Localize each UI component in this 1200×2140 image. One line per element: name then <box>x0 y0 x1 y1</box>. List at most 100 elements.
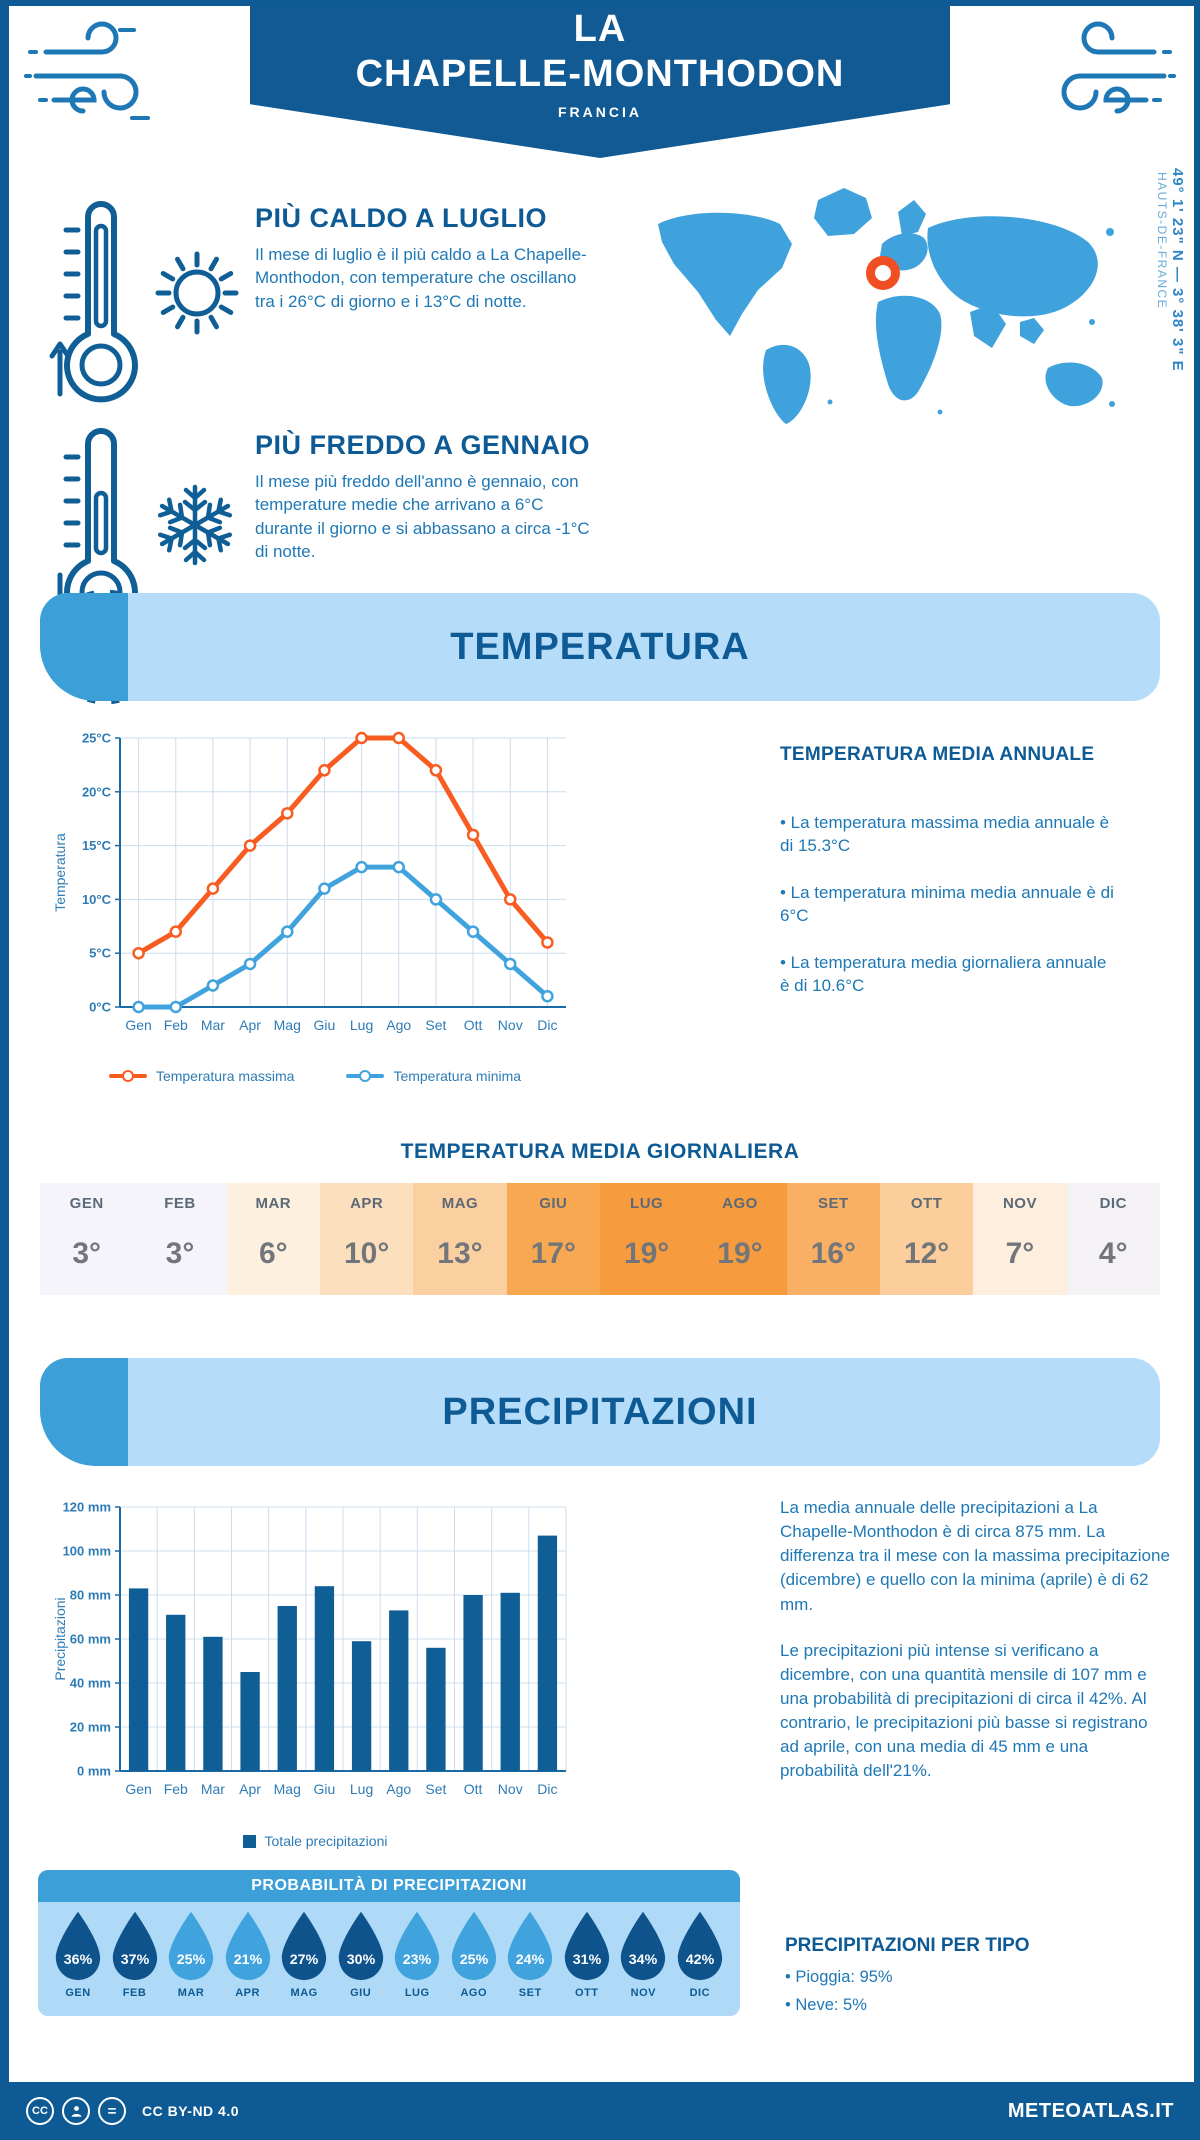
location-marker <box>866 256 900 290</box>
water-drop-icon: 23% <box>395 1911 440 1981</box>
table-month-label: LUG <box>630 1195 664 1212</box>
water-drop-icon: 25% <box>168 1911 214 1981</box>
thermometer-up-icon <box>49 201 138 403</box>
svg-text:24%: 24% <box>516 1952 545 1968</box>
coordinates-text: 49° 1' 23" N — 3° 38' 3" E <box>1169 168 1186 372</box>
table-month-label: OTT <box>910 1195 943 1212</box>
temperature-chart: 0°C 5°C 10°C 15°C 20°C 25°C Gen Feb Mar Apr Mag Giu… <box>52 731 566 1033</box>
svg-text:Mar: Mar <box>201 1781 225 1797</box>
precipitation-type-title: PRECIPITAZIONI PER TIPO <box>785 1935 1030 1956</box>
svg-text:60 mm: 60 mm <box>70 1632 111 1647</box>
droplet-month-label: DIC <box>689 1987 711 1999</box>
svg-text:Nov: Nov <box>498 1017 523 1033</box>
svg-text:80 mm: 80 mm <box>70 1588 111 1603</box>
svg-text:Gen: Gen <box>125 1017 151 1033</box>
precipitation-type-items: • Pioggia: 95% • Neve: 5% <box>785 1968 893 2015</box>
svg-text:Dic: Dic <box>537 1017 557 1033</box>
table-month-label: AGO <box>722 1195 758 1212</box>
water-drop-icon: 25% <box>451 1911 496 1981</box>
probability-droplet: 31% OTT <box>561 1910 613 1999</box>
probability-droplets: 36% GEN 37% FEB 25% MAR 21% APR 27% MAG 30% GIU 23% L… <box>38 1902 740 1999</box>
table-month-label: NOV <box>1002 1195 1037 1212</box>
table-column: GIU 17° <box>506 1183 600 1295</box>
page-title-line1: LA <box>573 8 627 50</box>
location-coordinates: 49° 1' 23" N — 3° 38' 3" E HAUTS-DE-FRAN… <box>1155 168 1186 458</box>
droplet-month-label: SET <box>518 1987 542 1999</box>
probability-droplet: 27% MAG <box>278 1910 330 1999</box>
sun-icon <box>150 246 245 341</box>
svg-text:34%: 34% <box>629 1952 658 1968</box>
table-month-label: GIU <box>539 1195 568 1212</box>
table-column: LUG 19° <box>599 1183 694 1295</box>
header-banner: LA CHAPELLE-MONTHODON FRANCIA <box>250 0 950 158</box>
daily-temperature-table: GEN 3° FEB 3° MAR 6° APR 10° MAG 13° GIU 17° LUG 19° A… <box>40 1183 1160 1295</box>
precipitation-type-item: • Neve: 5% <box>785 1996 867 2014</box>
table-temperature-value: 3° <box>165 1236 195 1270</box>
table-month-label: FEB <box>164 1195 196 1212</box>
svg-text:Apr: Apr <box>239 1017 261 1033</box>
temperature-banner: TEMPERATURA <box>40 593 1160 701</box>
table-column: GEN 3° <box>40 1183 134 1295</box>
table-temperature-value: 7° <box>1005 1236 1035 1270</box>
warm-section-title: PIÙ CALDO A LUGLIO <box>255 203 547 233</box>
wind-icon <box>24 21 150 120</box>
probability-droplet: 21% APR <box>222 1910 274 1999</box>
table-month-label: APR <box>350 1195 384 1212</box>
table-temperature-value: 12° <box>903 1236 950 1270</box>
legend-item: Temperatura massima <box>108 1068 294 1084</box>
legend-item: Temperatura minima <box>346 1068 521 1084</box>
droplet-month-label: LUG <box>404 1987 430 1999</box>
svg-text:Set: Set <box>425 1017 446 1033</box>
droplet-month-label: FEB <box>122 1987 147 1999</box>
cold-section-text: Il mese più freddo dell'anno è gennaio, … <box>255 472 590 562</box>
legend-item: Totale precipitazioni <box>242 1833 387 1849</box>
table-column: APR 10° <box>319 1183 414 1295</box>
probability-title: PROBABILITÀ DI PRECIPITAZIONI <box>38 1870 740 1902</box>
table-column: AGO 19° <box>693 1183 787 1295</box>
temperature-section-title: TEMPERATURA <box>450 625 750 668</box>
page-title-line2: CHAPELLE-MONTHODON <box>355 53 845 95</box>
water-drop-icon: 30% <box>338 1911 383 1981</box>
svg-text:Ago: Ago <box>386 1781 411 1797</box>
svg-text:Set: Set <box>425 1781 446 1797</box>
probability-droplet: 25% MAR <box>165 1910 217 1999</box>
water-drop-icon: 31% <box>564 1911 609 1981</box>
annual-bullet: • La temperatura massima media annuale è… <box>780 813 1110 855</box>
table-temperature-value: 6° <box>258 1236 288 1270</box>
table-temperature-value: 17° <box>530 1236 576 1270</box>
annual-bullet: • La temperatura media giornaliera annua… <box>780 952 1107 995</box>
probability-body: 36% GEN 37% FEB 25% MAR 21% APR 27% MAG 30% GIU 23% L… <box>38 1902 740 2016</box>
table-temperature-value: 16° <box>810 1236 856 1270</box>
table-month-label: MAR <box>255 1195 292 1212</box>
precipitation-probability-panel: PROBABILITÀ DI PRECIPITAZIONI 36% GEN 37% F… <box>38 1870 740 2016</box>
droplet-month-label: OTT <box>575 1987 599 1999</box>
equals-icon: = <box>98 2097 126 2125</box>
svg-text:Nov: Nov <box>498 1781 523 1797</box>
table-column: DIC 4° <box>1066 1183 1160 1295</box>
svg-text:Giu: Giu <box>314 1017 336 1033</box>
table-column: OTT 12° <box>879 1183 974 1295</box>
svg-text:Giu: Giu <box>314 1781 336 1797</box>
table-temperature-value: 13° <box>437 1236 483 1270</box>
annual-temperature-bullets: • La temperatura massima media annuale è… <box>780 812 1115 998</box>
frame-border-left <box>0 0 9 2140</box>
droplet-month-label: MAG <box>290 1987 318 1999</box>
table-column: NOV 7° <box>973 1183 1067 1295</box>
frame-border-top <box>0 0 1200 6</box>
table-column: FEB 3° <box>133 1183 227 1295</box>
world-map <box>640 172 1140 437</box>
annual-temperature-title: TEMPERATURA MEDIA ANNUALE <box>780 744 1095 765</box>
svg-text:Lug: Lug <box>350 1781 373 1797</box>
svg-text:Mag: Mag <box>274 1781 301 1797</box>
probability-droplet: 34% NOV <box>617 1910 669 1999</box>
table-temperature-value: 4° <box>1098 1236 1128 1270</box>
svg-text:23%: 23% <box>403 1952 432 1968</box>
water-drop-icon: 21% <box>225 1911 270 1981</box>
svg-text:Gen: Gen <box>125 1781 151 1797</box>
svg-text:20 mm: 20 mm <box>70 1720 111 1735</box>
svg-text:Feb: Feb <box>164 1017 188 1033</box>
table-month-label: MAG <box>441 1195 479 1212</box>
svg-text:Mag: Mag <box>274 1017 301 1033</box>
svg-text:Temperatura: Temperatura <box>52 833 68 912</box>
svg-text:31%: 31% <box>573 1952 602 1968</box>
